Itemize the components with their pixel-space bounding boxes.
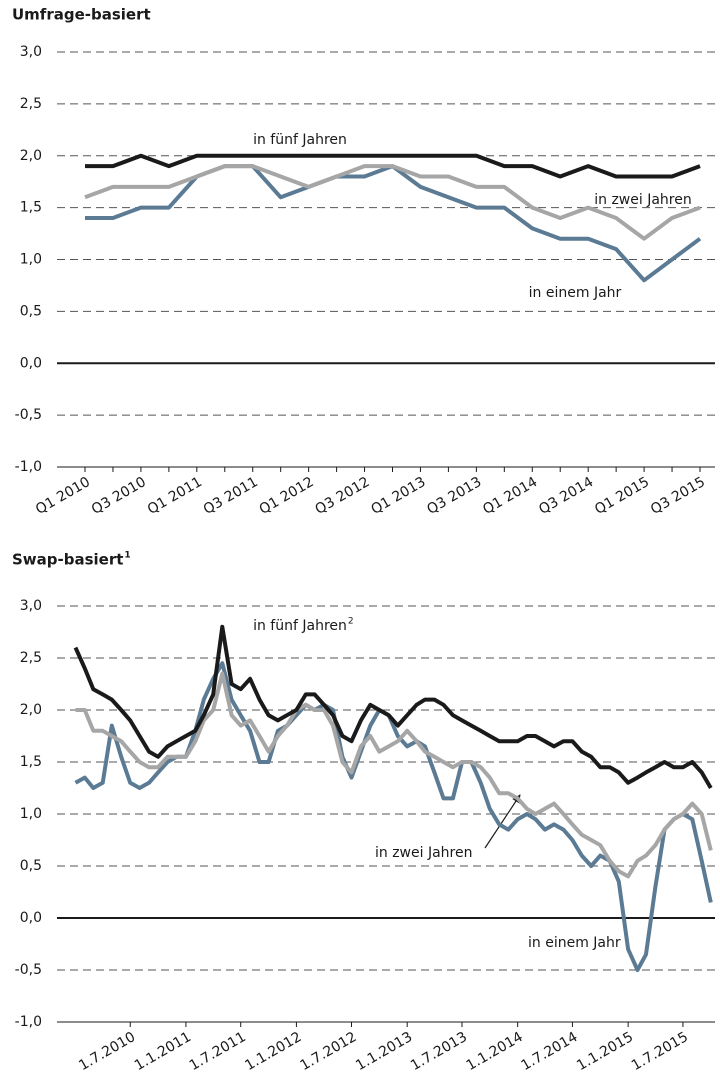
y-tick-label: 0,0 [20,355,42,371]
x-tick-label: Q3 2010 [89,474,149,518]
y-tick-label: 2,0 [20,702,42,718]
x-tick-label: 1.7.2015 [629,1029,691,1074]
x-tick-label: 1.1.2013 [353,1029,415,1074]
x-tick-label: Q3 2013 [424,474,484,518]
series-line [74,661,713,972]
title-note: 1 [124,551,130,561]
series-line [85,153,701,179]
y-tick-label: 2,5 [20,96,42,112]
y-tick-label: 1,5 [20,200,42,216]
y-tick-label: 1,5 [20,754,42,770]
x-tick-label: Q3 2011 [201,474,261,518]
x-tick-label: Q3 2015 [648,474,708,518]
x-tick-label: Q1 2014 [480,474,540,518]
x-tick-label: 1.7.2012 [298,1029,360,1074]
y-tick-label: -0,5 [15,407,42,423]
y-tick-label: 3,0 [20,44,42,60]
y-tick-label: 0,5 [20,858,42,874]
x-tick-label: 1.7.2014 [518,1029,580,1074]
chart-title: Swap-basiert [12,551,123,569]
x-tick-label: Q1 2010 [33,474,93,518]
y-tick-label: -0,5 [15,962,42,978]
x-tick-label: Q3 2012 [313,474,373,518]
y-tick-label: 0,0 [20,910,42,926]
x-tick-label: 1.1.2011 [132,1029,194,1074]
y-tick-label: 1,0 [20,252,42,268]
series-label: in fünf Jahren [253,132,347,148]
x-tick-label: 1.7.2011 [187,1029,249,1074]
y-tick-label: 2,0 [20,148,42,164]
y-tick-label: -1,0 [15,1014,42,1030]
x-tick-label: 1.1.2014 [464,1029,526,1074]
series-line [75,671,713,879]
series-label: in zwei Jahren [594,192,691,208]
series-line [73,624,713,790]
series-label: in einem Jahr [529,285,622,301]
series-label: in fünf Jahren [253,618,347,634]
x-tick-label: Q1 2011 [145,474,205,518]
x-tick-label: 1.1.2015 [574,1029,636,1074]
y-tick-label: 0,5 [20,303,42,319]
annotation-arrow [484,794,521,849]
y-tick-label: 1,0 [20,806,42,822]
x-tick-label: 1.7.2013 [408,1029,470,1074]
x-tick-label: 1.1.2012 [242,1029,304,1074]
series-label-note: 2 [348,617,354,627]
x-tick-label: Q3 2014 [536,474,596,518]
series-label: in zwei Jahren [375,845,472,861]
series-label: in einem Jahr [528,935,621,951]
x-tick-label: Q1 2012 [257,474,317,518]
y-tick-label: 2,5 [20,650,42,666]
series-line [84,164,701,241]
y-tick-label: -1,0 [15,459,42,475]
chart-title: Umfrage-basiert [12,6,151,24]
y-tick-label: 3,0 [20,598,42,614]
x-tick-label: Q1 2015 [592,474,652,518]
x-tick-label: Q1 2013 [368,474,428,518]
x-tick-label: 1.7.2010 [76,1029,138,1074]
